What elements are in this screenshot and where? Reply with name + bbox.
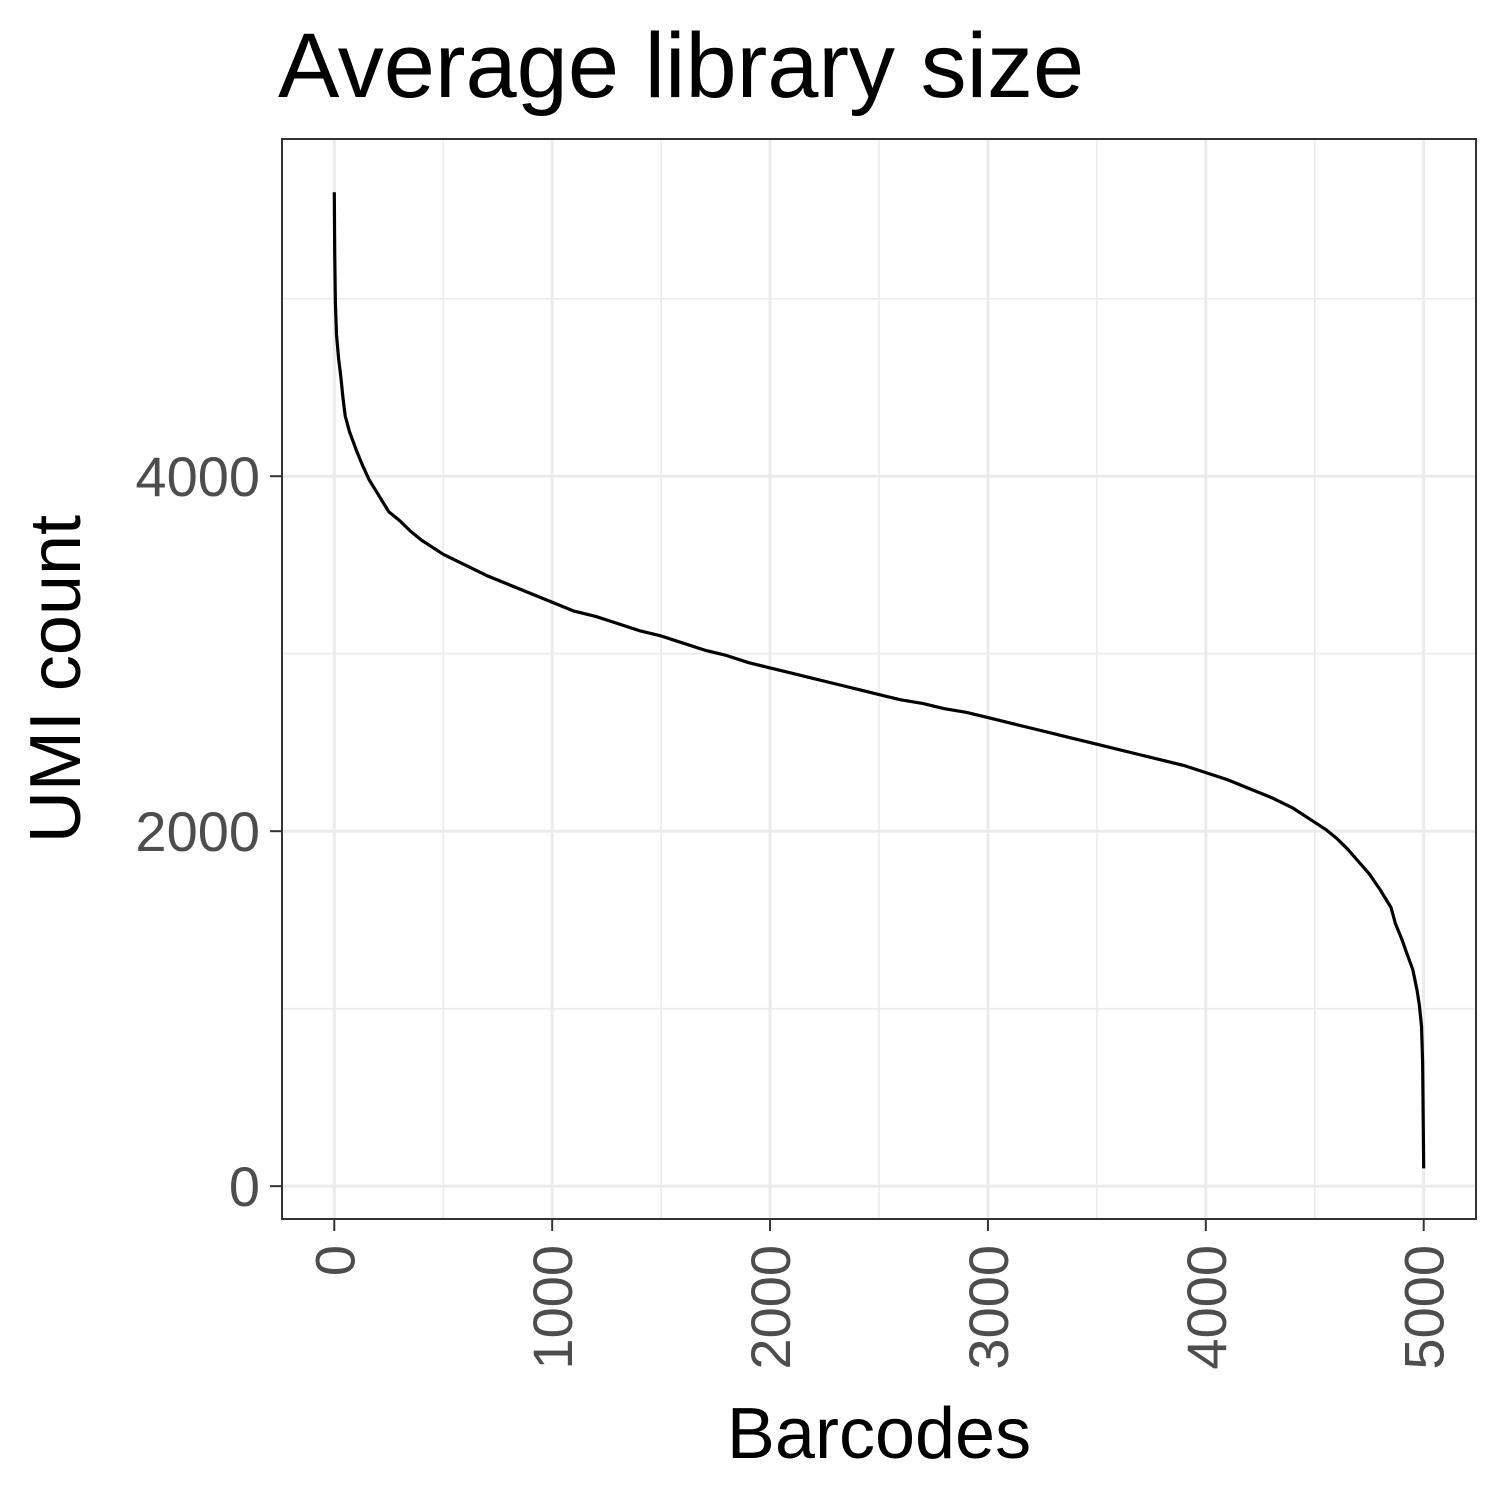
y-tick-labels: 0 2000 4000 bbox=[135, 445, 260, 1218]
x-tick-label: 1000 bbox=[521, 1245, 584, 1370]
major-gridlines bbox=[282, 139, 1476, 1219]
x-tick-labels: 0 1000 2000 3000 4000 5000 bbox=[303, 1245, 1455, 1370]
x-tick-label: 2000 bbox=[739, 1245, 802, 1370]
y-tick-label: 0 bbox=[229, 1155, 260, 1218]
series-line bbox=[332, 192, 1426, 1169]
chart-title: Average library size bbox=[278, 15, 1084, 117]
x-tick-label: 0 bbox=[303, 1245, 366, 1276]
series-layer bbox=[332, 192, 1426, 1169]
panel-border bbox=[281, 138, 1477, 1220]
axis-ticks bbox=[270, 475, 1425, 1231]
minor-gridlines bbox=[282, 139, 1476, 1219]
x-tick-label: 5000 bbox=[1393, 1245, 1456, 1370]
y-tick-label: 4000 bbox=[135, 445, 260, 508]
x-tick-label: 3000 bbox=[957, 1245, 1020, 1370]
y-axis-title: UMI count bbox=[16, 515, 96, 843]
y-tick-label: 2000 bbox=[135, 800, 260, 863]
x-tick-label: 4000 bbox=[1175, 1245, 1238, 1370]
x-axis-title: Barcodes bbox=[727, 1394, 1031, 1474]
